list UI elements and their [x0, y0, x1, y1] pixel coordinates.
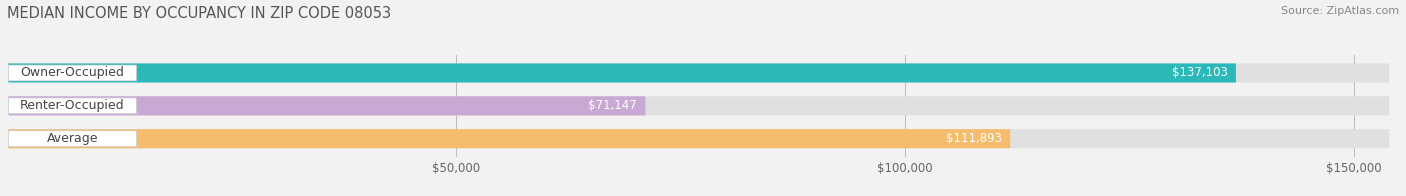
Text: Owner-Occupied: Owner-Occupied: [21, 66, 124, 79]
Text: MEDIAN INCOME BY OCCUPANCY IN ZIP CODE 08053: MEDIAN INCOME BY OCCUPANCY IN ZIP CODE 0…: [7, 6, 391, 21]
FancyBboxPatch shape: [8, 131, 136, 147]
FancyBboxPatch shape: [8, 129, 1011, 148]
FancyBboxPatch shape: [8, 129, 1389, 148]
FancyBboxPatch shape: [8, 65, 136, 81]
FancyBboxPatch shape: [8, 96, 1389, 115]
Text: $111,893: $111,893: [946, 132, 1002, 145]
FancyBboxPatch shape: [8, 64, 1236, 83]
Text: Average: Average: [46, 132, 98, 145]
FancyBboxPatch shape: [8, 98, 136, 114]
FancyBboxPatch shape: [8, 64, 1389, 83]
Text: $71,147: $71,147: [588, 99, 637, 112]
Text: $137,103: $137,103: [1171, 66, 1227, 79]
FancyBboxPatch shape: [8, 96, 645, 115]
Text: Renter-Occupied: Renter-Occupied: [20, 99, 125, 112]
Text: Source: ZipAtlas.com: Source: ZipAtlas.com: [1281, 6, 1399, 16]
